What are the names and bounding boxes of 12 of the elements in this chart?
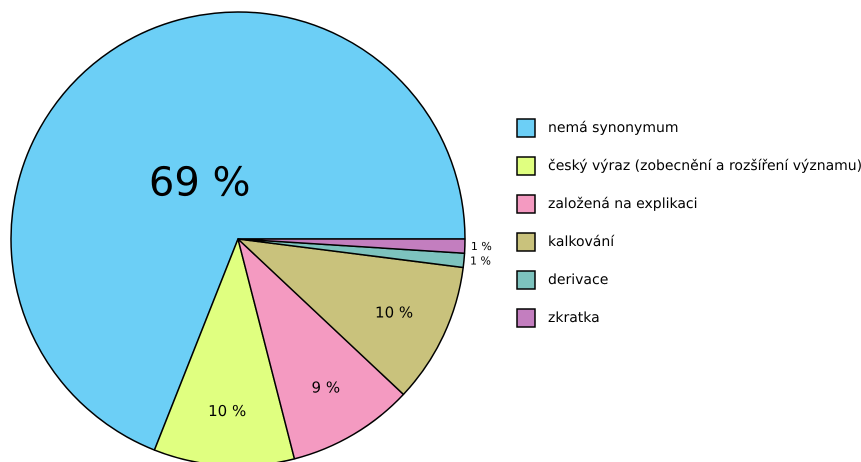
data-label: 10 % (375, 303, 414, 322)
data-label: 10 % (208, 402, 246, 420)
data-label: 69 % (148, 160, 251, 206)
legend-label: derivace (548, 272, 608, 288)
legend-label: nemá synonymum (548, 120, 678, 136)
legend-label: kalkování (548, 234, 616, 250)
legend-label: zkratka (548, 310, 600, 326)
legend-label: český výraz (zobecnění a rozšíření významu) (548, 158, 861, 174)
data-label: 1 % (470, 254, 491, 268)
data-label: 1 % (470, 240, 492, 253)
legend-label: založená na explikaci (548, 196, 698, 212)
data-label: 9 % (312, 378, 340, 396)
